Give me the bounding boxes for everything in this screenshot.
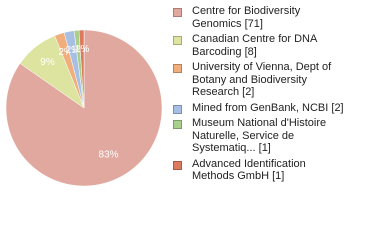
pie: 83%9%2%2%1%1% bbox=[5, 29, 163, 187]
slice-label: 1% bbox=[71, 44, 86, 55]
slice-label: 2% bbox=[66, 45, 81, 56]
slice-label: 83% bbox=[99, 150, 119, 161]
legend-swatch bbox=[173, 160, 182, 170]
slice-label: 2% bbox=[58, 47, 73, 58]
slice-label: 1% bbox=[75, 44, 90, 55]
legend-item: University of Vienna, Dept of Botany and… bbox=[173, 61, 373, 99]
legend-item: Canadian Centre for DNA Barcoding [8] bbox=[173, 33, 373, 58]
legend-item: Mined from GenBank, NCBI [2] bbox=[173, 102, 373, 115]
legend-label: Advanced Identification Methods GmbH [1] bbox=[192, 157, 306, 183]
pie-slice bbox=[78, 29, 85, 109]
legend-swatch bbox=[173, 64, 182, 73]
legend-item: Centre for Biodiversity Genomics [71] bbox=[173, 5, 373, 30]
legend-swatch bbox=[173, 8, 182, 17]
legend-swatch bbox=[173, 36, 182, 45]
legend: Centre for Biodiversity Genomics [71] Can… bbox=[173, 5, 373, 186]
legend-label: Museum National d'Histoire Naturelle, Se… bbox=[192, 117, 327, 154]
legend-item: Advanced Identification Methods GmbH [1] bbox=[173, 158, 373, 183]
legend-swatch bbox=[173, 104, 182, 114]
legend-swatch bbox=[173, 120, 182, 129]
legend-label: Mined from GenBank, NCBI [2] bbox=[192, 101, 344, 114]
legend-item: Museum National d'Histoire Naturelle, Se… bbox=[173, 117, 373, 155]
legend-label: University of Vienna, Dept of Botany and… bbox=[192, 61, 332, 98]
legend-label: Canadian Centre for DNA Barcoding [8] bbox=[192, 33, 317, 58]
legend-label: Centre for Biodiversity Genomics [71] bbox=[192, 5, 301, 30]
slice-label: 9% bbox=[40, 57, 55, 68]
